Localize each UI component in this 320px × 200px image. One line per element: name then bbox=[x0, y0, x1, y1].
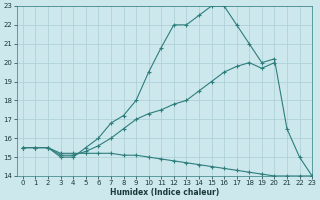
X-axis label: Humidex (Indice chaleur): Humidex (Indice chaleur) bbox=[110, 188, 219, 197]
